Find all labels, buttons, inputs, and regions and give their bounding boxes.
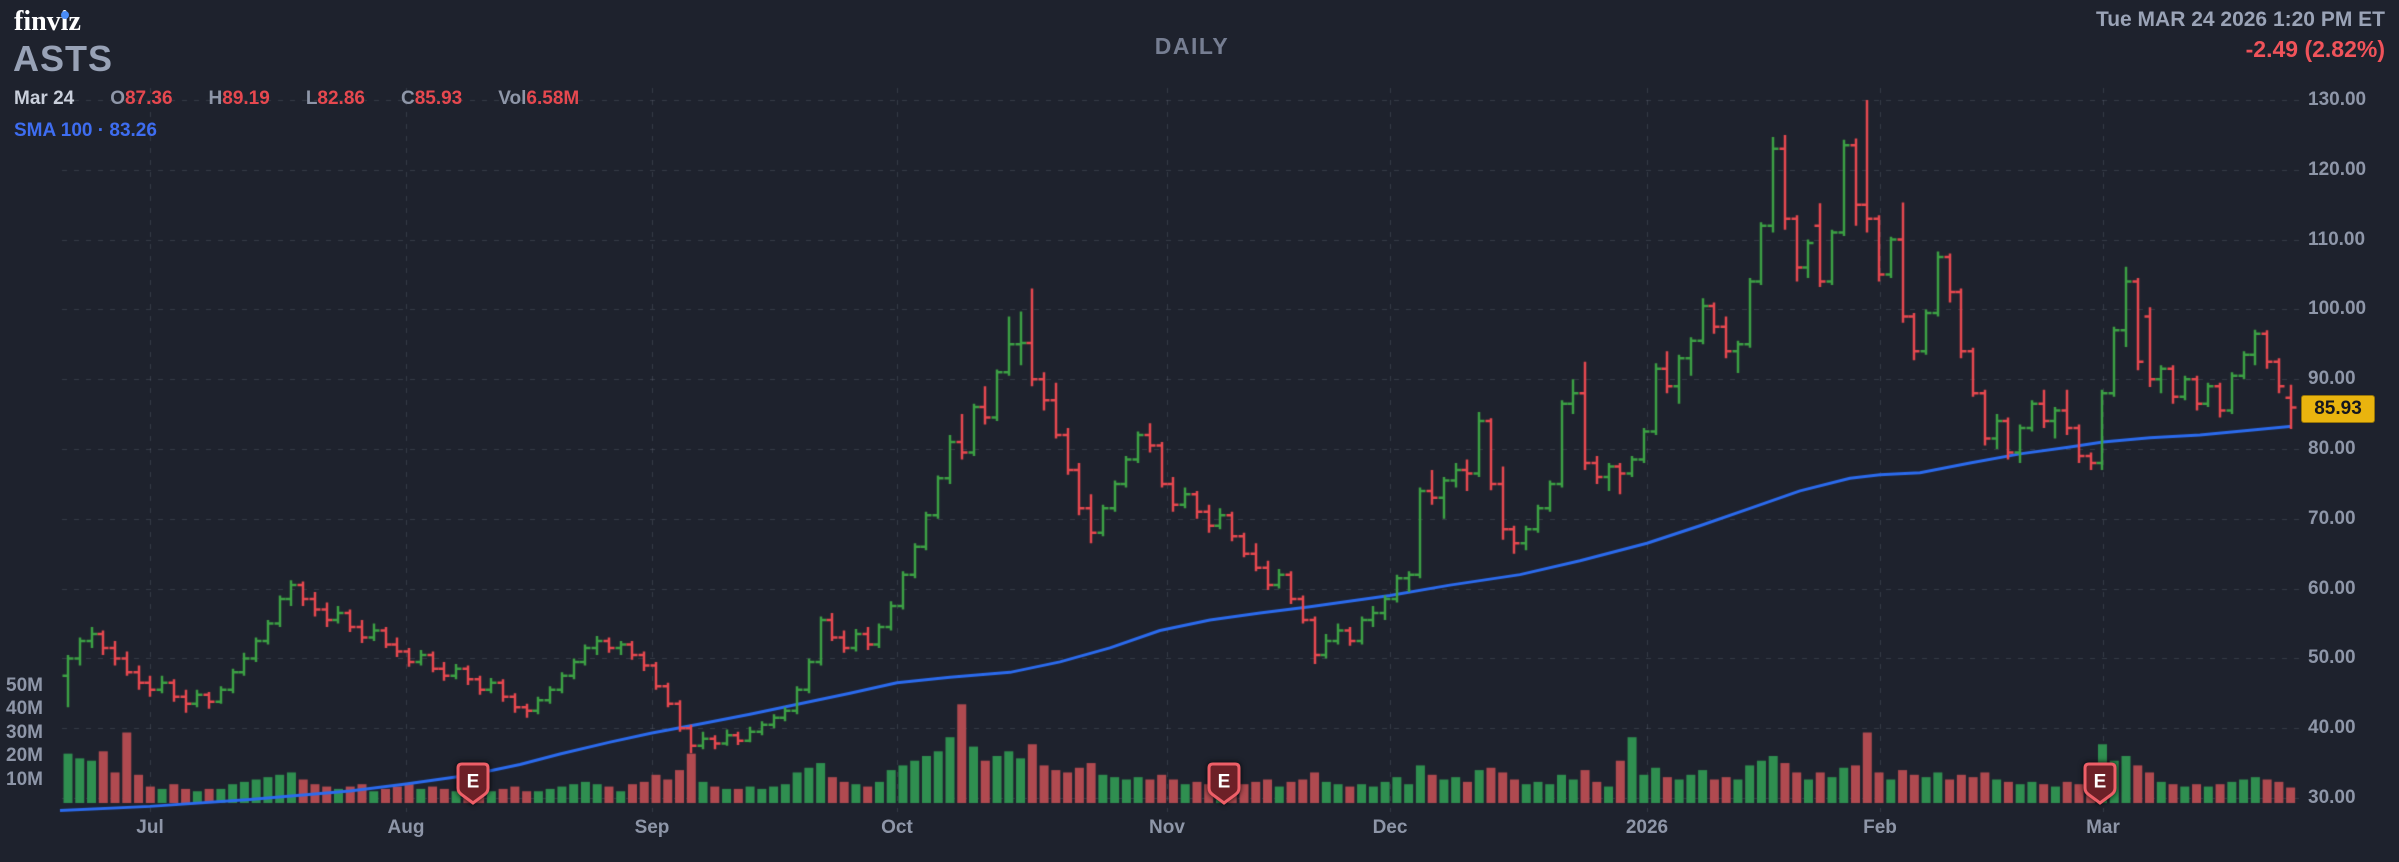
volume-tick-label: 20M [6,745,43,766]
volume-tick-label: 50M [6,674,43,696]
logo-dot-icon [61,11,69,19]
price-tick-label: 60.00 [2308,577,2356,599]
datetime-label: Tue MAR 24 2026 1:20 PM ET [2095,8,2385,31]
finviz-logo[interactable]: finviz [14,6,81,37]
quote-close: C85.93 [400,88,463,109]
sma-label: SMA 100 [14,120,93,141]
price-tick-label: 130.00 [2308,89,2367,110]
quote-volume: Vol6.58M [498,88,580,109]
price-tick-label: 110.00 [2308,228,2366,250]
month-label: Mar [2086,817,2120,838]
earnings-badge[interactable]: E [456,762,490,806]
sma-value: 83.26 [109,120,157,141]
price-tick-label: 40.00 [2308,717,2356,739]
sma-separator: · [97,120,105,141]
timeframe-label: DAILY [1154,33,1230,59]
price-tick-label: 80.00 [2308,438,2356,459]
price-tick-label: 70.00 [2308,507,2356,529]
quote-high: H89.19 [208,88,270,109]
price-tick-label: 30.00 [2308,787,2356,808]
earnings-badge[interactable]: E [1207,762,1241,806]
quote-low: L82.86 [305,88,365,109]
earnings-badge[interactable]: E [2083,762,2117,806]
month-label: 2026 [1625,817,1669,838]
month-label: Feb [1863,817,1897,838]
price-tick-label: 90.00 [2308,368,2356,390]
volume-tick-label: 30M [6,721,43,743]
volume-tick-label: 10M [6,768,43,790]
quote-row: Mar 24 O87.36 H89.19 L82.86 C85.93 Vol6.… [14,88,579,110]
ticker-symbol: ASTS [13,38,114,79]
month-label: Dec [1372,817,1408,838]
sma-legend: SMA 100 · 83.26 [14,120,157,142]
month-label: Sep [634,817,670,838]
price-tick-label: 100.00 [2308,298,2367,320]
price-change-label: -2.49 (2.82%) [2245,36,2385,62]
month-label: Oct [881,817,913,838]
price-tick-label: 120.00 [2308,158,2367,180]
quote-date: Mar 24 [14,88,75,109]
month-label: Nov [1149,817,1185,838]
svg-text:E: E [467,772,480,793]
current-price-tag: 85.93 [2301,394,2375,423]
quote-open: O87.36 [110,88,173,109]
month-label: Jul [136,817,164,838]
volume-tick-label: 40M [6,698,43,719]
month-label: Aug [387,817,425,838]
svg-text:E: E [2094,772,2107,793]
svg-text:E: E [1218,772,1231,793]
price-tick-label: 50.00 [2308,647,2356,669]
